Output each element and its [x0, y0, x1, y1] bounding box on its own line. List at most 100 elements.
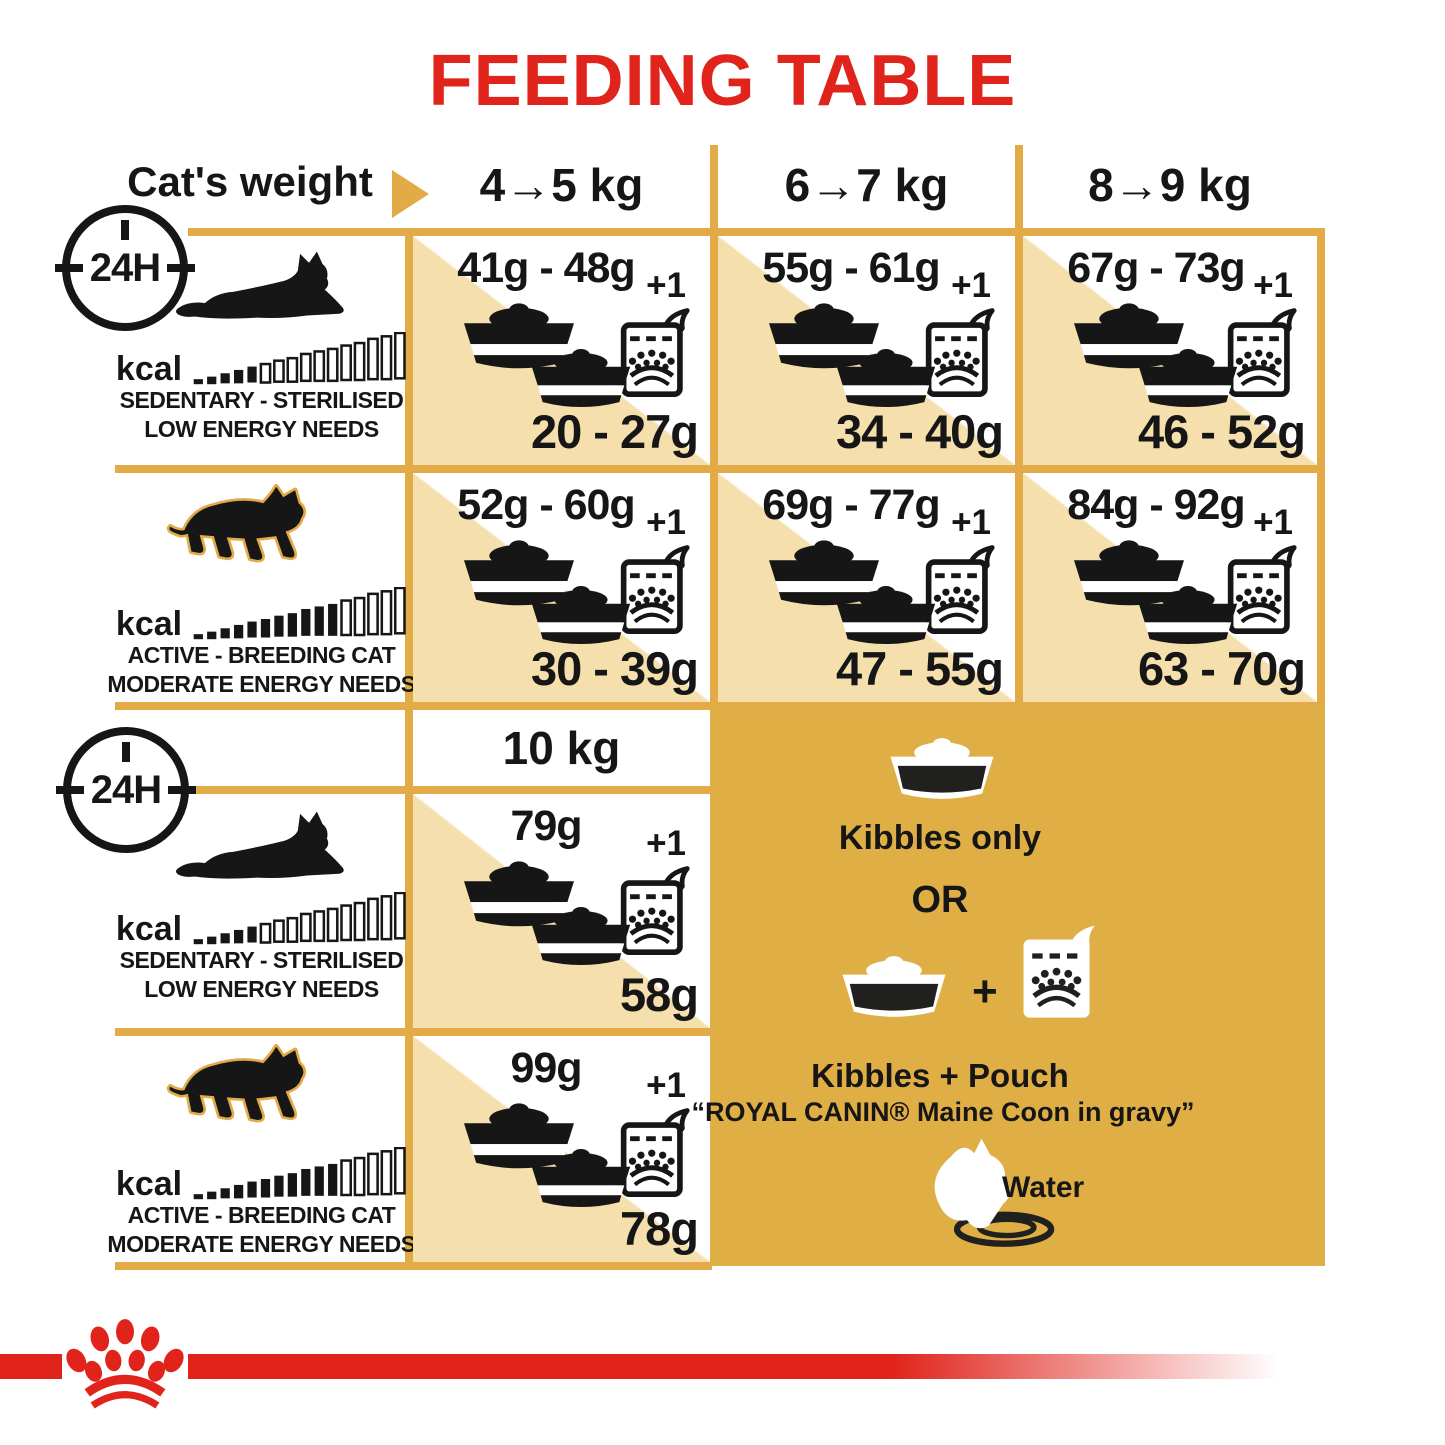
profile-sedentary: kcal SEDENTARY - STERILISED LOW ENERGY N…: [116, 246, 407, 444]
table-divider: [115, 465, 1325, 473]
mixed-amount: 63 - 70g: [1137, 642, 1306, 695]
kibble-bowl-icon: [522, 346, 640, 413]
royal-canin-crown-icon: [62, 1310, 188, 1411]
kibbles-amount: 69g - 77g: [762, 481, 940, 529]
table-divider: [1317, 228, 1325, 710]
profile-line: LOW ENERGY NEEDS: [144, 975, 379, 1002]
table-divider: [188, 228, 1325, 236]
column-header-4-5kg: 4→5 kg: [479, 159, 644, 211]
plus-one-label: +1: [646, 824, 686, 863]
mixed-amount: 58g: [620, 968, 699, 1021]
cats-weight-label: Cat's weight: [127, 158, 373, 205]
profile-line: MODERATE ENERGY NEEDS: [107, 670, 416, 697]
profile-line: SEDENTARY - STERILISED: [119, 947, 404, 973]
feeding-cell: 41g - 48g +1 20 - 27g: [413, 236, 710, 465]
feeding-cell: 67g - 73g +1 46 - 52g: [1023, 236, 1317, 465]
kibbles-amount: 84g - 92g: [1067, 481, 1245, 529]
kcal-meter-icon: [192, 1147, 407, 1201]
table-divider: [115, 1262, 712, 1270]
plus-one-label: +1: [951, 503, 991, 542]
kibbles-only-label: Kibbles only: [838, 819, 1042, 857]
column-header-6-7kg: 6→7 kg: [784, 159, 949, 211]
profile-line: SEDENTARY - STERILISED: [119, 387, 404, 413]
24h-clock-icon: 24H: [56, 727, 196, 853]
kibbles-amount: 67g - 73g: [1067, 244, 1245, 292]
24h-label: 24H: [89, 245, 161, 290]
profile-line: MODERATE ENERGY NEEDS: [107, 1230, 416, 1257]
clock-tick: [167, 264, 195, 272]
brand-bar: [188, 1354, 1325, 1379]
serving-legend: Kibbles only OR + Kibbles + Pouch “ROYAL…: [692, 705, 1325, 1266]
kibble-bowl-icon: [832, 953, 956, 1023]
lying-cat-icon: [172, 246, 352, 330]
kcal-meter: kcal: [116, 587, 407, 641]
plus-one-label: +1: [1253, 266, 1293, 305]
kibble-bowl-icon: [1129, 583, 1247, 650]
kibbles-amount: 52g - 60g: [457, 481, 635, 529]
kcal-meter-icon: [192, 587, 407, 641]
pouch-product-name: “ROYAL CANIN® Maine Coon in gravy”: [691, 1097, 1195, 1127]
mixed-amount: 20 - 27g: [530, 405, 699, 458]
feeding-cell: 55g - 61g +1 34 - 40g: [718, 236, 1015, 465]
table-divider: [405, 710, 413, 1270]
feeding-cell: 79g +1 58g: [413, 794, 710, 1028]
feeding-cell: 84g - 92g +1 63 - 70g: [1023, 473, 1317, 702]
kcal-label: kcal: [115, 350, 183, 388]
mixed-amount: 46 - 52g: [1137, 405, 1306, 458]
feeding-cell: 99g +1 78g: [413, 1036, 710, 1262]
kcal-meter: kcal: [116, 332, 407, 386]
kibbles-amount: 99g: [510, 1044, 582, 1092]
walking-cat-icon: [164, 1042, 359, 1145]
page-title: FEEDING TABLE: [428, 41, 1017, 121]
mixed-amount: 30 - 39g: [530, 642, 699, 695]
plus-one-label: +1: [646, 266, 686, 305]
plus-sign: +: [972, 967, 998, 1016]
feeding-cell: 52g - 60g +1 30 - 39g: [413, 473, 710, 702]
table-divider: [710, 145, 718, 702]
column-header-8-9kg: 8→9 kg: [1088, 159, 1252, 211]
or-label: OR: [911, 879, 969, 921]
water-label: Water: [1002, 1171, 1085, 1204]
kibble-bowl-icon: [522, 904, 640, 971]
24h-label: 24H: [90, 767, 162, 812]
kibble-bowl-icon: [827, 583, 945, 650]
plus-one-label: +1: [1253, 503, 1293, 542]
feeding-cell: 69g - 77g +1 47 - 55g: [718, 473, 1015, 702]
plus-one-label: +1: [951, 266, 991, 305]
lying-cat-icon: [172, 806, 352, 890]
column-header-10kg: 10 kg: [502, 722, 621, 774]
kcal-meter: kcal: [116, 1147, 407, 1201]
24h-clock-icon: 24H: [55, 205, 195, 331]
clock-tick: [168, 786, 196, 794]
profile-line: ACTIVE - BREEDING CAT: [127, 642, 396, 668]
kcal-label: kcal: [115, 1165, 183, 1203]
profile-active: kcal ACTIVE - BREEDING CAT MODERATE ENER…: [107, 1042, 416, 1259]
profile-line: ACTIVE - BREEDING CAT: [127, 1202, 396, 1228]
profile-active: kcal ACTIVE - BREEDING CAT MODERATE ENER…: [107, 482, 416, 699]
table-divider: [115, 1028, 712, 1036]
plus-one-label: +1: [646, 503, 686, 542]
table-divider: [1015, 145, 1023, 702]
clock-tick: [55, 264, 83, 272]
mixed-amount: 47 - 55g: [835, 642, 1004, 695]
kcal-label: kcal: [115, 605, 183, 643]
kcal-label: kcal: [115, 910, 183, 948]
clock-tick: [122, 742, 130, 762]
brand-bar: [0, 1354, 62, 1379]
mixed-amount: 34 - 40g: [835, 405, 1004, 458]
profile-line: LOW ENERGY NEEDS: [144, 415, 379, 442]
kibbles-amount: 79g: [510, 802, 582, 850]
pouch-icon: [1020, 923, 1100, 1022]
clock-tick: [121, 220, 129, 240]
right-arrow-icon: [392, 170, 429, 218]
kcal-meter: kcal: [116, 892, 407, 946]
kibbles-pouch-label: Kibbles + Pouch: [811, 1057, 1069, 1094]
mixed-amount: 78g: [620, 1202, 699, 1255]
kcal-meter-icon: [192, 892, 407, 946]
table-divider: [185, 786, 712, 794]
kcal-meter-icon: [192, 332, 407, 386]
clock-tick: [56, 786, 84, 794]
kibble-bowl-icon: [880, 735, 1004, 805]
kibbles-amount: 41g - 48g: [457, 244, 635, 292]
